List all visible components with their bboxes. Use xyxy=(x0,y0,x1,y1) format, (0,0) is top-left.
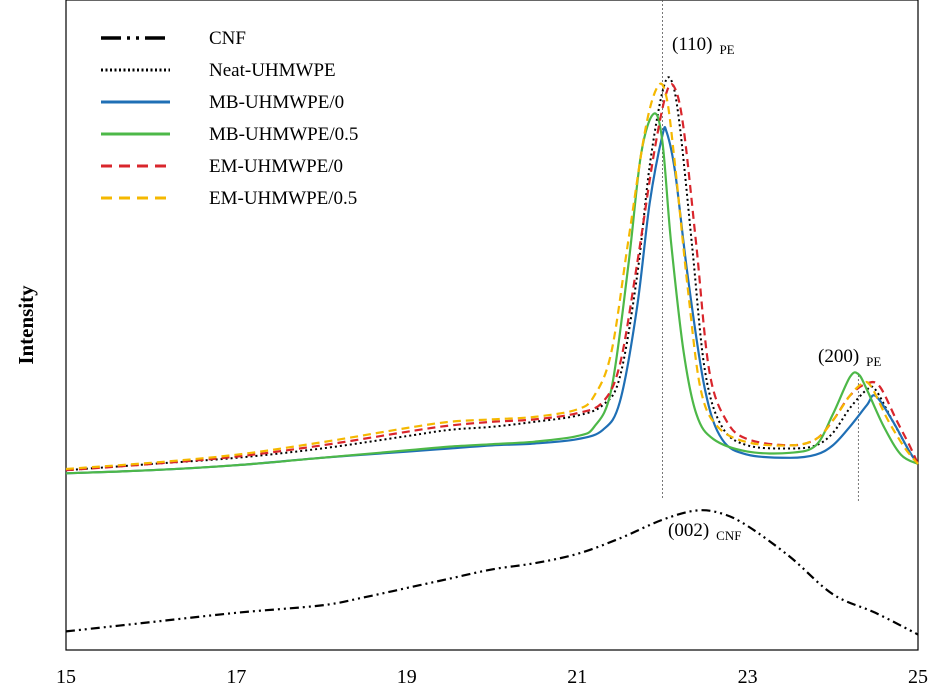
legend-label: MB-UHMWPE/0.5 xyxy=(209,124,358,145)
series-line-mb-uhmwpe-0 xyxy=(65,125,919,475)
legend-label: Neat-UHMWPE xyxy=(209,60,336,81)
peak-annotation: (002) CNF xyxy=(668,520,741,543)
peak-annotation: (200) PE xyxy=(818,346,881,369)
series-line-cnf xyxy=(65,509,919,636)
series-layer xyxy=(65,76,920,636)
x-tick-label: 15 xyxy=(56,666,76,688)
x-tick-label: 23 xyxy=(738,666,758,688)
series-line-em-uhmwpe-0-5 xyxy=(65,82,919,471)
legend-label: EM-UHMWPE/0.5 xyxy=(209,188,357,209)
x-tick-label: 25 xyxy=(908,666,928,688)
y-axis-label: Intensity xyxy=(14,285,38,365)
series-line-neat-uhmwpe xyxy=(65,76,919,472)
x-tick-label: 19 xyxy=(397,666,417,688)
x-tick-label: 17 xyxy=(226,666,246,688)
series-line-em-uhmwpe-0 xyxy=(65,82,920,472)
legend: CNF Neat-UHMWPE MB-UHMWPE/0 MB-UHMWPE/0.5 EM… xyxy=(101,28,358,209)
x-axis-ticks: 15 17 19 21 23 25 xyxy=(56,666,928,688)
peak-annotation: (110) PE xyxy=(672,34,735,57)
legend-label: EM-UHMWPE/0 xyxy=(209,156,343,177)
peak-reference-lines xyxy=(662,0,859,503)
plot-frame xyxy=(65,0,919,651)
series-line-mb-uhmwpe-0-5 xyxy=(65,112,919,475)
legend-label: MB-UHMWPE/0 xyxy=(209,92,344,113)
legend-label: CNF xyxy=(209,28,246,49)
peak-annotations: (110) PE (200) PE (002) CNF xyxy=(668,34,881,543)
x-tick-label: 21 xyxy=(567,666,587,688)
